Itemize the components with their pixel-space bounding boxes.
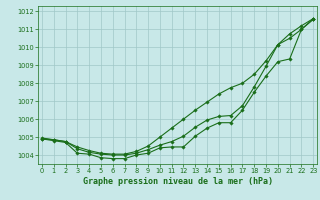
X-axis label: Graphe pression niveau de la mer (hPa): Graphe pression niveau de la mer (hPa): [83, 177, 273, 186]
